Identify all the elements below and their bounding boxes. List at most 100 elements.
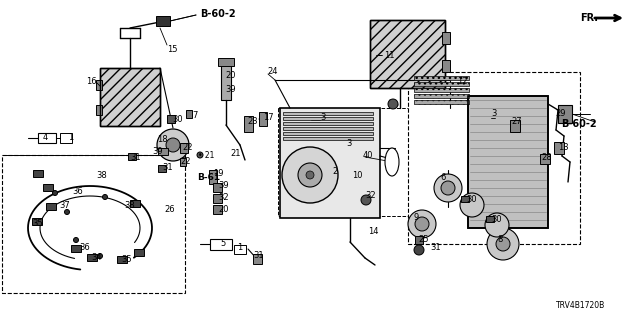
Bar (156, 16, 170, 26)
Bar (46, 203, 56, 210)
Bar (2, 155, 185, 293)
Text: 4: 4 (43, 133, 48, 142)
Text: 31: 31 (430, 244, 440, 252)
Text: 39: 39 (225, 84, 236, 93)
Bar (486, 216, 494, 222)
Text: 19: 19 (213, 170, 223, 179)
Circle shape (460, 193, 484, 217)
Bar (100, 68, 160, 126)
Text: 35: 35 (32, 219, 43, 228)
Text: 36: 36 (79, 243, 90, 252)
Bar (213, 183, 222, 192)
Bar (96, 105, 102, 115)
Text: 18: 18 (157, 135, 168, 145)
Ellipse shape (385, 148, 399, 176)
Text: 17: 17 (263, 114, 274, 123)
Bar (218, 58, 234, 66)
Bar (540, 154, 550, 164)
Bar (442, 32, 450, 44)
Text: 1: 1 (68, 133, 73, 142)
Text: 9: 9 (413, 213, 419, 222)
Text: 6: 6 (440, 173, 445, 182)
Circle shape (74, 237, 79, 243)
Text: 20: 20 (225, 70, 236, 79)
Text: 39: 39 (218, 181, 228, 190)
Bar (71, 245, 81, 252)
Text: 32: 32 (218, 194, 228, 203)
Text: 3: 3 (320, 114, 325, 123)
Bar (259, 112, 267, 126)
Bar (38, 133, 56, 143)
Text: 27: 27 (511, 117, 522, 126)
Bar (414, 100, 469, 104)
Circle shape (282, 147, 338, 203)
Text: 13: 13 (558, 143, 568, 153)
Text: 2: 2 (332, 167, 337, 177)
Bar (87, 254, 97, 261)
Circle shape (441, 181, 455, 195)
Text: 14: 14 (368, 228, 378, 236)
Bar (158, 165, 166, 172)
Text: B-61: B-61 (197, 173, 220, 182)
Bar (442, 60, 450, 72)
Text: TRV4B1720B: TRV4B1720B (556, 300, 605, 309)
Bar (234, 245, 246, 254)
Text: 23: 23 (247, 117, 258, 126)
Text: 24: 24 (267, 68, 278, 76)
Text: 37: 37 (59, 202, 70, 211)
Circle shape (97, 253, 102, 259)
Circle shape (298, 163, 322, 187)
Text: 8: 8 (497, 236, 502, 244)
Bar (128, 153, 136, 160)
Circle shape (197, 152, 203, 158)
Bar (213, 205, 222, 214)
Bar (253, 254, 262, 264)
Circle shape (157, 129, 189, 161)
Circle shape (361, 195, 371, 205)
Circle shape (388, 99, 398, 109)
Bar (558, 105, 572, 123)
Bar (96, 80, 102, 90)
Bar (209, 170, 217, 184)
Bar (468, 96, 548, 228)
Text: 22: 22 (180, 157, 191, 166)
Bar (283, 137, 373, 140)
Bar (280, 108, 380, 218)
Bar (100, 68, 160, 126)
Bar (283, 117, 373, 120)
Text: FR.: FR. (580, 13, 598, 23)
Text: 28: 28 (541, 154, 552, 163)
Text: 30: 30 (491, 215, 502, 225)
Bar (43, 184, 53, 191)
Text: 20: 20 (218, 205, 228, 214)
Bar (278, 108, 463, 216)
Bar (414, 76, 469, 80)
Bar (60, 133, 72, 143)
Text: 21: 21 (230, 148, 241, 157)
Bar (167, 115, 175, 123)
Circle shape (496, 237, 510, 251)
Bar (158, 148, 168, 155)
Circle shape (485, 213, 509, 237)
Text: 38: 38 (124, 202, 135, 211)
Text: 3: 3 (491, 109, 497, 118)
Bar (32, 218, 42, 225)
Text: 22: 22 (182, 143, 193, 153)
Bar (130, 200, 140, 207)
Bar (461, 196, 469, 202)
Text: 30: 30 (466, 196, 477, 204)
Bar (283, 122, 373, 125)
Bar (283, 127, 373, 130)
Text: 35: 35 (121, 255, 132, 265)
Text: 12: 12 (457, 77, 467, 86)
Text: 39: 39 (152, 148, 163, 156)
Bar (33, 170, 43, 177)
Bar (210, 239, 232, 250)
Bar (221, 60, 231, 100)
Bar (554, 142, 564, 154)
Bar (244, 116, 253, 132)
Bar (186, 110, 192, 118)
Circle shape (166, 138, 180, 152)
Text: 32: 32 (365, 191, 376, 201)
Bar (468, 96, 548, 228)
